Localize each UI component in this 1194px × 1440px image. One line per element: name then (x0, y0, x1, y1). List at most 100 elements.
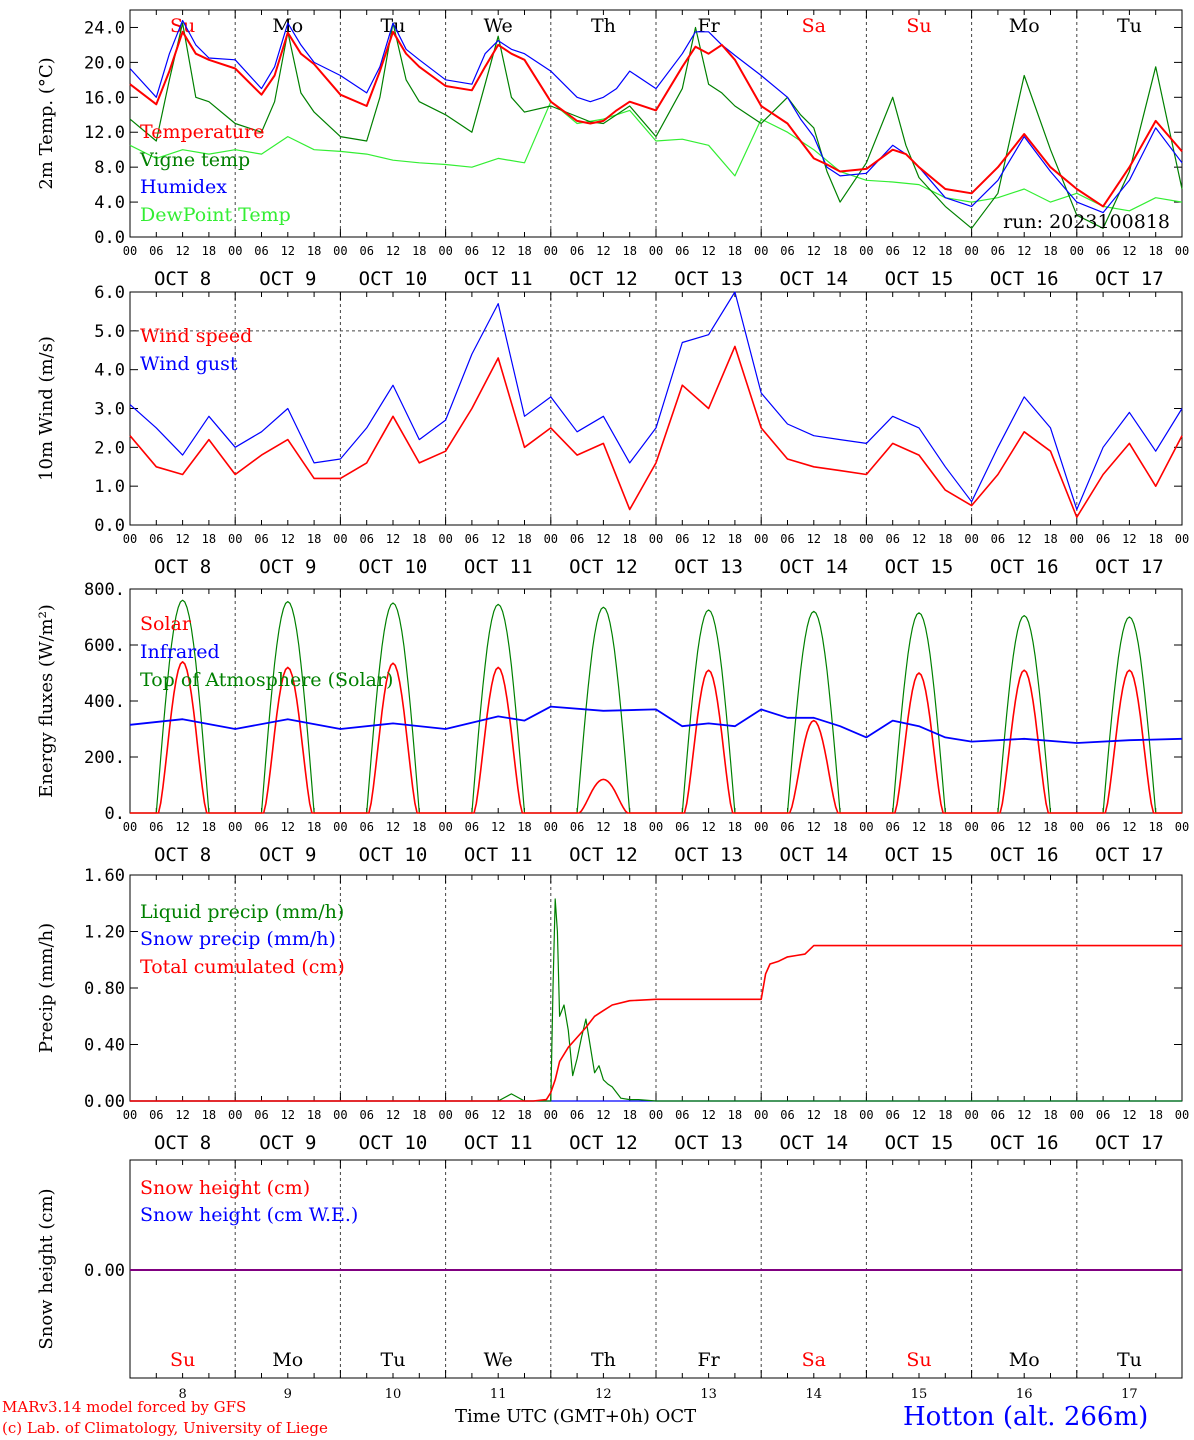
y-tick-label: 6.0 (94, 283, 125, 303)
hour-label: 00 (123, 244, 137, 258)
y-tick-label: 0. (105, 804, 125, 824)
day-number-label: 11 (490, 1387, 507, 1402)
time-label: Time UTC (GMT+0h) (455, 1406, 650, 1427)
date-label: OCT 13 (674, 556, 743, 578)
hour-label: 12 (1122, 1108, 1136, 1122)
date-label: OCT 17 (1095, 556, 1164, 578)
hour-label: 18 (202, 820, 216, 834)
hour-label: 06 (675, 1108, 689, 1122)
hour-label: 12 (281, 820, 295, 834)
date-label: OCT 11 (464, 268, 533, 290)
hour-label: 12 (807, 1108, 821, 1122)
y-tick-label: 16.0 (84, 88, 125, 108)
date-label: OCT 16 (990, 556, 1059, 578)
hour-label: 06 (254, 820, 268, 834)
date-label: OCT 14 (779, 556, 848, 578)
hour-label: 06 (780, 532, 794, 546)
hour-label: 18 (517, 820, 531, 834)
hour-label: 12 (596, 1108, 610, 1122)
hour-label: 00 (1070, 244, 1084, 258)
hour-label: 12 (807, 820, 821, 834)
hour-label: 12 (491, 244, 505, 258)
footer-lab: (c) Lab. of Climatology, University of L… (2, 1419, 328, 1437)
hour-label: 00 (649, 532, 663, 546)
weekday-label: Su (906, 15, 931, 37)
hour-label: 06 (885, 244, 899, 258)
series-line-temperature (129, 30, 1183, 208)
hour-label: 18 (307, 1108, 321, 1122)
series-line-wind-gust (129, 291, 1183, 511)
hour-label: 00 (1070, 1108, 1084, 1122)
hour-label: 00 (859, 244, 873, 258)
month-label: OCT (655, 1406, 697, 1427)
hour-label: 18 (833, 532, 847, 546)
series-line-liquid-precip (130, 898, 1182, 1102)
hour-label: 12 (175, 244, 189, 258)
day-number-label: 12 (595, 1387, 612, 1402)
hour-label: 12 (386, 820, 400, 834)
hour-label: 00 (1070, 532, 1084, 546)
weekday-label: Th (591, 15, 616, 37)
hour-label: 06 (359, 1108, 373, 1122)
y-tick-label: 0.80 (84, 979, 125, 999)
date-label: OCT 16 (990, 1132, 1059, 1154)
hour-label: 06 (149, 1108, 163, 1122)
hour-label: 06 (991, 532, 1005, 546)
hour-label: 18 (938, 1108, 952, 1122)
hour-label: 06 (991, 820, 1005, 834)
hour-label: 12 (1017, 532, 1031, 546)
hour-label: 06 (991, 1108, 1005, 1122)
hour-label: 00 (544, 1108, 558, 1122)
date-label: OCT 13 (674, 1132, 743, 1154)
hour-label: 06 (885, 820, 899, 834)
date-label: OCT 8 (154, 556, 211, 578)
hour-label: 06 (675, 532, 689, 546)
hour-label: 18 (1148, 820, 1162, 834)
date-label: OCT 10 (359, 1132, 428, 1154)
hour-label: 00 (1175, 1108, 1189, 1122)
hour-label: 18 (622, 244, 636, 258)
hour-label: 18 (938, 532, 952, 546)
hour-label: 18 (1148, 1108, 1162, 1122)
hour-label: 00 (754, 532, 768, 546)
date-label: OCT 12 (569, 1132, 638, 1154)
hour-label: 12 (491, 532, 505, 546)
hour-label: 18 (833, 820, 847, 834)
date-label: OCT 12 (569, 268, 638, 290)
hour-label: 12 (701, 820, 715, 834)
hour-label: 00 (228, 244, 242, 258)
footer-time-label: Time UTC (GMT+0h) OCT (455, 1406, 696, 1427)
hour-label: 00 (1175, 244, 1189, 258)
legend-entry: DewPoint Temp (140, 204, 291, 226)
hour-label: 18 (622, 1108, 636, 1122)
date-label: OCT 15 (885, 844, 954, 866)
hour-label: 12 (175, 1108, 189, 1122)
day-number-label: 16 (1016, 1387, 1033, 1402)
y-tick-label: 0.00 (84, 1092, 125, 1112)
day-number-label: 13 (700, 1387, 717, 1402)
date-label: OCT 16 (990, 268, 1059, 290)
y-tick-label: 600. (84, 636, 125, 656)
series-line-wind-speed (129, 345, 1183, 519)
date-label: OCT 17 (1095, 844, 1164, 866)
hour-label: 00 (859, 820, 873, 834)
run-label: run: 2023100818 (1003, 211, 1170, 233)
hour-label: 18 (412, 532, 426, 546)
y-axis-label: Energy fluxes (W/m²) (36, 604, 57, 798)
hour-label: 12 (491, 820, 505, 834)
weekday-label: We (484, 15, 513, 37)
hour-label: 06 (254, 244, 268, 258)
hour-label: 12 (912, 244, 926, 258)
legend-entry: Liquid precip (mm/h) (140, 901, 344, 923)
date-label: OCT 11 (464, 1132, 533, 1154)
hour-label: 18 (307, 820, 321, 834)
hour-label: 06 (675, 820, 689, 834)
y-axis-label: 2m Temp. (°C) (36, 57, 57, 189)
hour-label: 18 (833, 244, 847, 258)
y-tick-label: 4.0 (94, 361, 125, 381)
day-number-label: 14 (806, 1387, 823, 1402)
hour-label: 00 (964, 1108, 978, 1122)
weekday-label: Fr (697, 15, 720, 37)
y-tick-label: 1.0 (94, 477, 125, 497)
hour-label: 18 (728, 820, 742, 834)
